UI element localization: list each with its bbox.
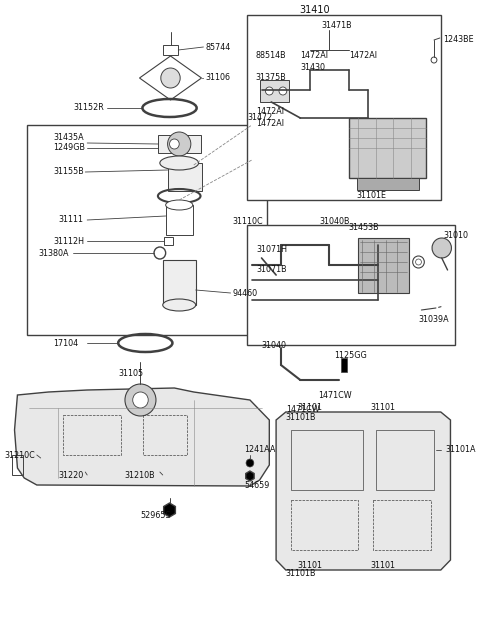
Polygon shape <box>140 56 202 100</box>
Circle shape <box>413 256 424 268</box>
Text: 31472: 31472 <box>247 114 272 123</box>
Bar <box>166 205 193 235</box>
Bar <box>357 178 419 190</box>
Text: 31111: 31111 <box>58 215 83 224</box>
Text: 1471CW: 1471CW <box>318 390 351 399</box>
Circle shape <box>169 139 179 149</box>
Circle shape <box>416 259 421 265</box>
Text: 31410: 31410 <box>300 5 330 15</box>
Ellipse shape <box>160 156 199 170</box>
Text: 31471B: 31471B <box>322 21 352 30</box>
Text: 85744: 85744 <box>205 42 230 51</box>
Bar <box>247 225 456 345</box>
Text: 31106: 31106 <box>205 73 230 82</box>
Text: 31430: 31430 <box>300 64 325 73</box>
Text: 31040: 31040 <box>262 341 287 350</box>
Text: 31071B: 31071B <box>257 266 288 275</box>
Circle shape <box>168 132 191 156</box>
Bar <box>349 118 426 178</box>
Bar <box>163 260 196 305</box>
Text: 31101A: 31101A <box>445 446 476 455</box>
Text: 31101: 31101 <box>370 404 395 413</box>
Circle shape <box>279 87 287 95</box>
Text: 1471CW: 1471CW <box>286 406 319 415</box>
Text: 1472AI: 1472AI <box>256 120 284 129</box>
Bar <box>290 500 359 550</box>
Bar <box>290 430 363 490</box>
Text: 88514B: 88514B <box>256 51 287 60</box>
Text: 31010: 31010 <box>444 230 468 239</box>
Text: 31375B: 31375B <box>256 73 287 82</box>
Text: 31101B: 31101B <box>285 413 315 422</box>
Text: 54659: 54659 <box>244 482 269 491</box>
Text: 1472AI: 1472AI <box>256 107 284 116</box>
Text: 31152R: 31152R <box>74 104 105 113</box>
Text: 1243BE: 1243BE <box>443 35 473 44</box>
Text: 31380A: 31380A <box>39 248 69 257</box>
Text: 31101: 31101 <box>298 404 323 413</box>
Text: 52965S: 52965S <box>141 511 171 520</box>
Text: 1125GG: 1125GG <box>334 350 367 359</box>
Text: 31039A: 31039A <box>419 316 449 325</box>
Text: 31220: 31220 <box>58 471 84 480</box>
Text: 31071H: 31071H <box>257 246 288 255</box>
Text: 31435A: 31435A <box>53 134 84 143</box>
Text: 1241AA: 1241AA <box>244 446 276 455</box>
Circle shape <box>432 238 451 258</box>
Text: 31112H: 31112H <box>53 237 84 246</box>
Text: 1472AI: 1472AI <box>349 51 377 60</box>
Circle shape <box>125 384 156 416</box>
Circle shape <box>132 392 148 408</box>
Circle shape <box>161 68 180 88</box>
Bar <box>376 430 434 490</box>
Text: 31453B: 31453B <box>349 224 379 233</box>
Bar <box>168 163 202 191</box>
Text: 31155B: 31155B <box>53 167 84 176</box>
Text: 31101: 31101 <box>298 561 323 570</box>
Bar <box>158 135 201 153</box>
Text: 31210B: 31210B <box>124 471 155 480</box>
Bar <box>260 80 288 102</box>
Bar <box>373 500 431 550</box>
Text: 31040B: 31040B <box>320 217 350 226</box>
Polygon shape <box>14 388 269 486</box>
Text: 1249GB: 1249GB <box>53 143 85 152</box>
Bar <box>27 125 267 335</box>
Text: 31101E: 31101E <box>357 190 386 199</box>
Polygon shape <box>276 412 450 570</box>
Bar <box>247 15 441 200</box>
Text: 31110C: 31110C <box>232 217 263 226</box>
Bar <box>341 358 347 372</box>
Text: 94460: 94460 <box>232 289 258 298</box>
Text: 31101: 31101 <box>370 561 395 570</box>
Text: 17104: 17104 <box>53 338 78 347</box>
Text: 1472AI: 1472AI <box>300 51 328 60</box>
Circle shape <box>246 459 254 467</box>
Text: 31101B: 31101B <box>285 568 315 577</box>
Bar <box>163 45 178 55</box>
Ellipse shape <box>166 200 193 210</box>
Bar <box>359 238 409 293</box>
Bar <box>63 415 121 455</box>
Text: 31210C: 31210C <box>5 451 36 460</box>
Bar <box>164 237 173 245</box>
Bar <box>144 415 187 455</box>
Bar <box>12 455 23 475</box>
Circle shape <box>265 87 273 95</box>
Text: 31105: 31105 <box>118 368 144 377</box>
Circle shape <box>431 57 437 63</box>
Ellipse shape <box>163 299 196 311</box>
